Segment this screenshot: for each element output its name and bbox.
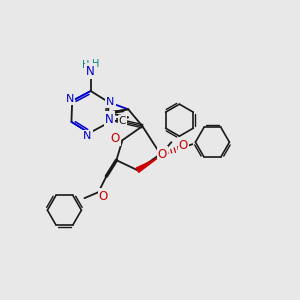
Text: H: H xyxy=(92,59,99,69)
Text: N: N xyxy=(105,113,114,126)
Text: O: O xyxy=(111,132,120,145)
Text: C: C xyxy=(119,116,126,126)
Text: O: O xyxy=(99,190,108,203)
Text: O: O xyxy=(158,148,167,161)
Text: O: O xyxy=(179,139,188,152)
Text: N: N xyxy=(83,131,92,141)
Text: N: N xyxy=(86,64,95,77)
Text: N: N xyxy=(66,94,74,104)
Text: N: N xyxy=(106,97,115,107)
Polygon shape xyxy=(136,158,158,172)
Text: H: H xyxy=(82,60,89,70)
